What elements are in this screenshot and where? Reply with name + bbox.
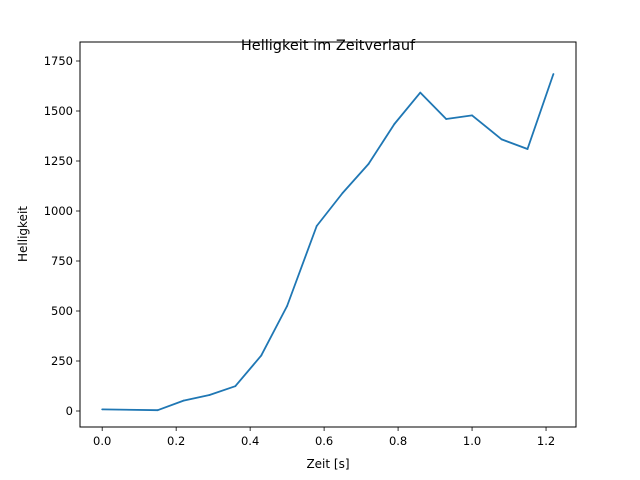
data-point (471, 114, 473, 117)
data-point (101, 408, 104, 411)
data-point (341, 192, 344, 194)
data-point (419, 91, 422, 94)
y-tick-label: 750 (51, 254, 73, 268)
y-tick-label: 500 (51, 304, 73, 318)
chart-title: Helligkeit im Zeitverlauf (241, 38, 416, 54)
series-line-helligkeit (102, 73, 555, 412)
y-tick-label: 250 (51, 354, 73, 368)
x-tick-label: 1.2 (537, 434, 555, 448)
y-axis-ticks: 0 250 500 750 1000 1250 1500 1750 (44, 54, 80, 418)
data-point (156, 409, 159, 412)
x-tick-label: 0.0 (93, 434, 111, 448)
axes-frame (79, 41, 577, 428)
x-axis-ticks: 0.0 0.2 0.4 0.6 0.8 1.0 1.2 (93, 427, 555, 448)
x-axis-label: Zeit [s] (306, 457, 349, 471)
data-point (500, 138, 503, 141)
data-point (182, 399, 185, 402)
x-tick-label: 0.2 (167, 434, 185, 448)
x-tick-label: 0.4 (241, 434, 259, 448)
data-point (552, 73, 555, 75)
x-tick-label: 0.6 (315, 434, 333, 448)
data-point (315, 225, 318, 227)
data-point (260, 354, 263, 357)
y-tick-label: 1000 (44, 204, 73, 218)
data-point (286, 305, 289, 307)
y-tick-label: 1750 (44, 54, 73, 68)
y-tick-label: 1500 (44, 104, 73, 118)
y-axis-label: Helligkeit (16, 206, 30, 262)
y-tick-label: 1250 (44, 154, 73, 168)
data-point (234, 385, 237, 388)
x-tick-label: 0.8 (389, 434, 407, 448)
data-point (367, 163, 370, 165)
plot-area (101, 73, 555, 412)
data-point (208, 394, 211, 396)
data-point (445, 118, 448, 120)
data-point (526, 148, 529, 150)
y-tick-label: 0 (66, 404, 73, 418)
x-tick-label: 1.0 (463, 434, 481, 448)
data-point (393, 123, 396, 125)
